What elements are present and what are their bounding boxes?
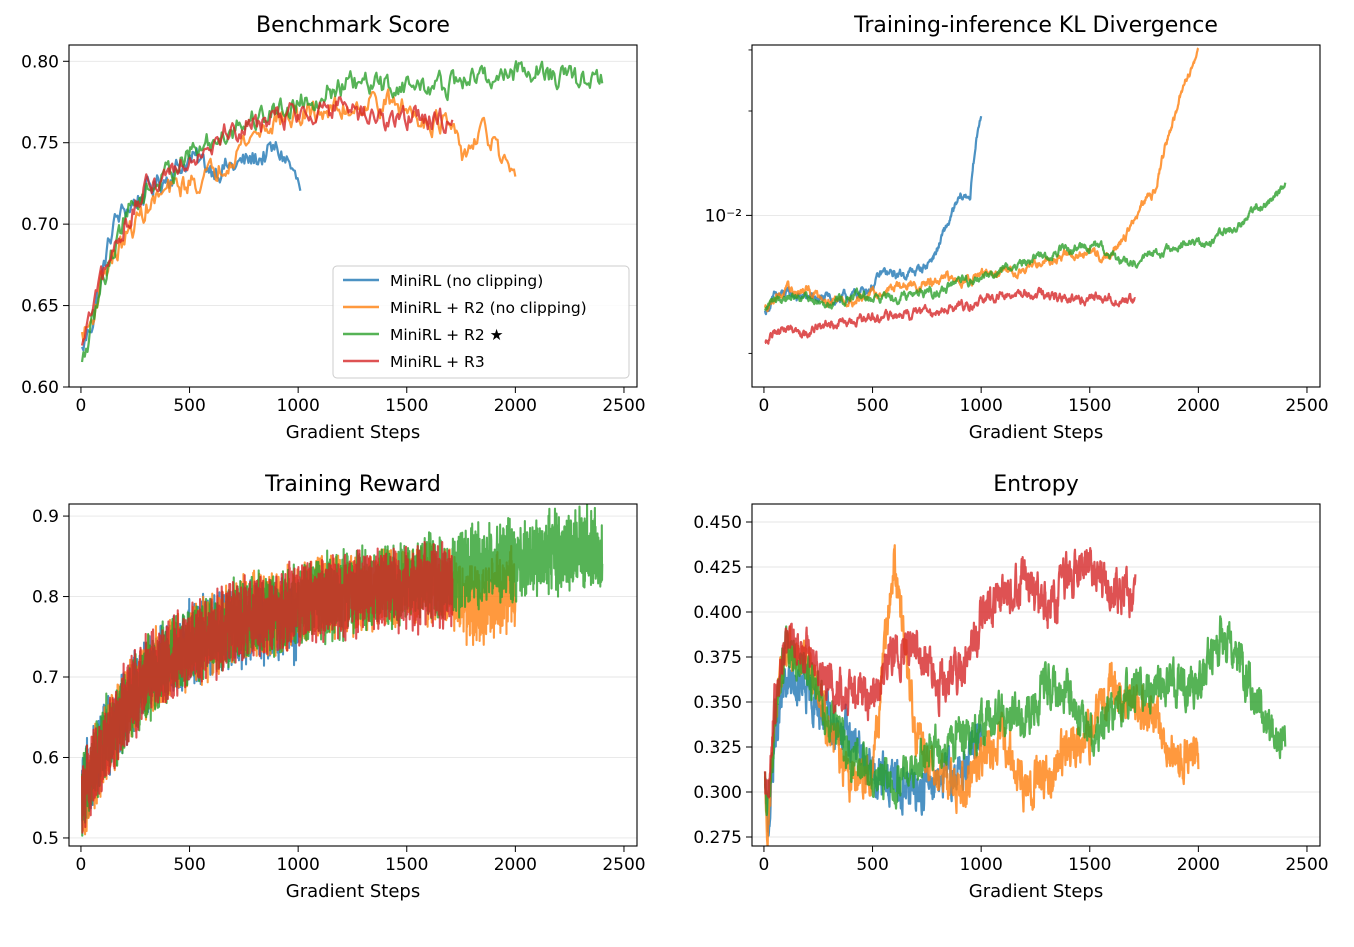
series-group xyxy=(763,47,1287,345)
legend-label: MiniRL (no clipping) xyxy=(390,272,543,290)
x-tick-label: 500 xyxy=(173,855,205,875)
x-tick-label: 500 xyxy=(173,396,205,416)
series-group xyxy=(80,60,604,363)
x-tick-label: 2500 xyxy=(1285,855,1328,875)
y-tick-label: 0.300 xyxy=(693,783,742,803)
y-tick-label: 0.350 xyxy=(693,693,742,713)
x-axis-label: Gradient Steps xyxy=(286,422,420,443)
series-group xyxy=(763,544,1287,846)
y-tick-label: 0.80 xyxy=(21,52,59,72)
x-tick-label: 1500 xyxy=(1068,396,1111,416)
axes-frame xyxy=(751,503,1321,847)
panel-kl: 0 500 1000 1500 2000 2500 10⁻² Training-inferen… xyxy=(705,13,1329,443)
series-line-minirl-r2 xyxy=(764,182,1287,311)
x-axis-label: Gradient Steps xyxy=(286,881,420,902)
y-tick-label: 0.425 xyxy=(693,558,742,578)
x-tick-label: 1000 xyxy=(960,855,1003,875)
y-tick-label: 0.6 xyxy=(32,748,59,768)
y-tick-label: 0.325 xyxy=(693,738,742,758)
y-tick-label: 10⁻² xyxy=(705,206,742,226)
y-tick-label: 0.5 xyxy=(32,829,59,849)
x-axis-label: Gradient Steps xyxy=(969,422,1103,443)
y-tick-label: 0.65 xyxy=(21,297,59,317)
series-line-minirl-r3 xyxy=(80,540,454,834)
legend-box xyxy=(332,265,630,379)
x-tick-label: 1500 xyxy=(385,396,428,416)
series-line-minirl-r3 xyxy=(763,547,1137,799)
y-tick-label: 0.8 xyxy=(32,588,59,608)
y-tick-label: 0.9 xyxy=(32,507,59,527)
legend: MiniRL (no clipping) MiniRL + R2 (no clip… xyxy=(332,265,630,379)
panel-benchmark: 0 500 1000 1500 2000 2500 0.60 0.65 0.70 0.75 0.80… xyxy=(21,13,645,443)
chart-title: Entropy xyxy=(993,472,1078,497)
panel-entropy: 0 500 1000 1500 2000 2500 0.275 0.300 0.325 0.350… xyxy=(693,472,1328,902)
x-axis-label: Gradient Steps xyxy=(969,881,1103,902)
y-tick-label: 0.60 xyxy=(21,378,59,398)
chart-title: Training Reward xyxy=(264,472,441,497)
y-tick-label: 0.275 xyxy=(693,828,742,848)
y-tick-label: 0.7 xyxy=(32,668,59,688)
series-group xyxy=(80,504,604,837)
x-tick-label: 0 xyxy=(76,855,87,875)
x-tick-label: 2000 xyxy=(494,396,537,416)
axes-frame xyxy=(68,44,638,388)
series-line-minirl-r3 xyxy=(80,96,454,346)
chart-title: Benchmark Score xyxy=(256,13,450,38)
x-tick-label: 1500 xyxy=(385,855,428,875)
x-tick-label: 1000 xyxy=(960,396,1003,416)
legend-label: MiniRL + R2 (no clipping) xyxy=(390,299,587,317)
series-line-minirl-r3 xyxy=(764,286,1137,345)
y-tick-label: 0.375 xyxy=(693,648,742,668)
legend-label: MiniRL + R2 ★ xyxy=(390,326,504,344)
series-line-minirl-r2-no-clipping xyxy=(80,88,517,343)
x-tick-label: 2000 xyxy=(1177,396,1220,416)
x-tick-label: 500 xyxy=(856,396,888,416)
x-tick-label: 1000 xyxy=(277,396,320,416)
series-line-minirl-r2-no-clipping xyxy=(763,47,1200,313)
x-tick-label: 2000 xyxy=(1177,855,1220,875)
x-tick-label: 2500 xyxy=(602,396,645,416)
x-tick-label: 2000 xyxy=(494,855,537,875)
y-tick-label: 0.75 xyxy=(21,134,59,154)
x-tick-label: 2500 xyxy=(602,855,645,875)
axes-frame xyxy=(68,503,638,847)
y-tick-label: 0.70 xyxy=(21,215,59,235)
x-tick-label: 0 xyxy=(759,396,770,416)
y-tick-label: 0.400 xyxy=(693,603,742,623)
chart-title: Training-inference KL Divergence xyxy=(853,13,1218,38)
y-tick-label: 0.450 xyxy=(693,513,742,533)
x-tick-label: 0 xyxy=(759,855,770,875)
x-tick-label: 500 xyxy=(856,855,888,875)
x-tick-label: 0 xyxy=(76,396,87,416)
series-line-minirl-r2 xyxy=(763,615,1287,817)
x-tick-label: 1000 xyxy=(277,855,320,875)
axes-frame xyxy=(751,44,1321,388)
panel-reward: 0 500 1000 1500 2000 2500 0.5 0.6 0.7 0.8 0.9 Train… xyxy=(32,472,646,902)
x-tick-label: 1500 xyxy=(1068,855,1111,875)
x-tick-label: 2500 xyxy=(1285,396,1328,416)
legend-label: MiniRL + R3 xyxy=(390,353,485,371)
series-line-minirl-r2 xyxy=(80,60,604,363)
